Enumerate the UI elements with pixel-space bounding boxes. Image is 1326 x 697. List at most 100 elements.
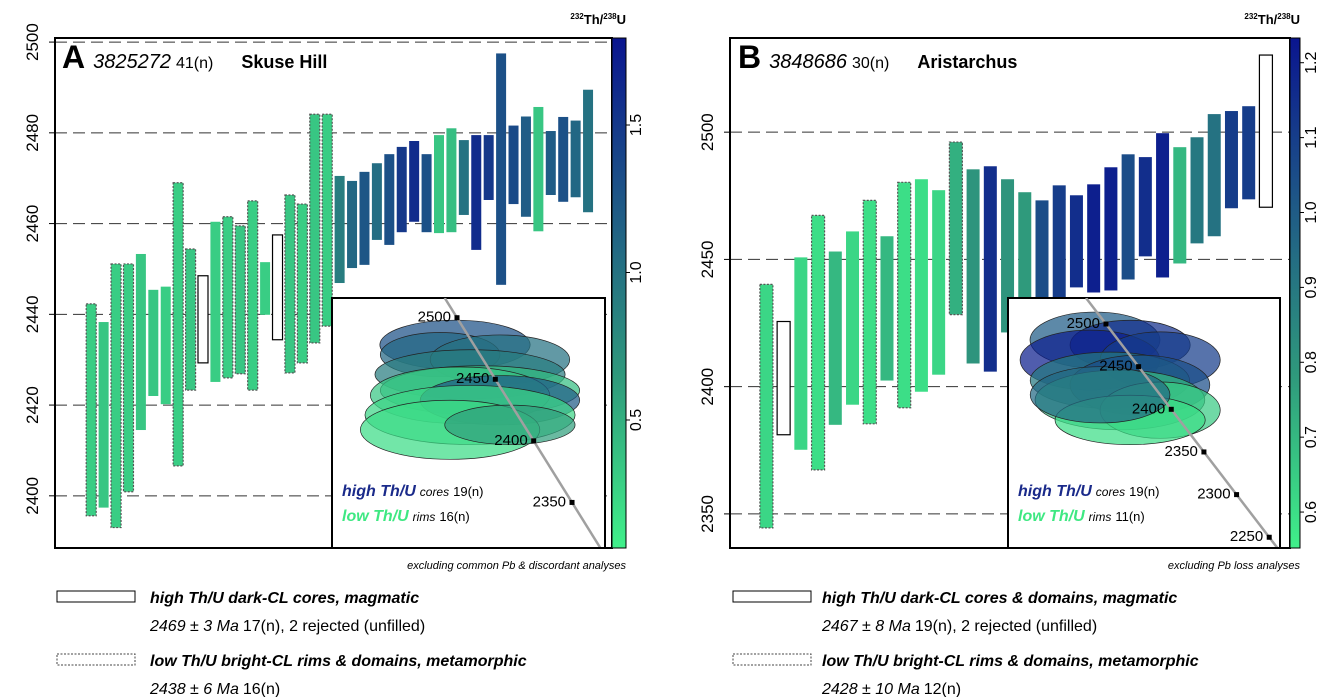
inset-legend-label: high Th/U <box>1018 483 1092 500</box>
age-bar <box>122 263 135 493</box>
age-bar <box>184 248 197 391</box>
inset-legend-label: high Th/U <box>342 483 416 500</box>
age-bar <box>496 53 507 285</box>
colorbar <box>611 37 627 549</box>
age-bar <box>1173 147 1187 264</box>
inset-legend-detail: rims <box>1089 510 1112 524</box>
concordia-tick-label: 2450 <box>456 370 489 387</box>
concordia-tick <box>1201 449 1207 455</box>
panel-letter: A <box>62 39 85 75</box>
inset-plot <box>1019 298 1279 548</box>
y-tick-label: 2350 <box>698 495 717 533</box>
age-bar <box>284 194 296 374</box>
inset-legend: low Th/U rims 11(n) <box>1018 508 1145 525</box>
sample-id: 3825272 <box>93 51 171 73</box>
age-bar <box>197 275 209 364</box>
y-tick-label: 2420 <box>23 386 42 424</box>
legend-detail: 19(n), 2 rejected (unfilled) <box>915 618 1097 635</box>
colorbar-label-mass: 232 <box>570 12 584 21</box>
age-bar <box>433 135 444 234</box>
y-tick-label: 2460 <box>23 205 42 243</box>
legend-swatch <box>732 590 812 603</box>
inset-legend: high Th/U cores 19(n) <box>342 483 483 500</box>
concordia-tick <box>1168 406 1174 412</box>
error-ellipse <box>444 404 576 445</box>
age-bar <box>1069 195 1083 288</box>
legend-stats: 2428 ± 10 Ma 12(n) <box>821 681 961 697</box>
age-bar <box>347 180 358 269</box>
age-bar <box>321 113 333 327</box>
age-bar <box>135 253 146 431</box>
colorbar-label-element: U <box>1291 12 1300 27</box>
age-bar <box>558 116 569 202</box>
colorbar-label-mass: 232 <box>1244 12 1258 21</box>
age-bar <box>483 135 494 200</box>
note: excluding Pb loss analyses <box>1168 560 1301 572</box>
legend-swatch <box>56 653 136 666</box>
y-tick-label: 2480 <box>23 114 42 152</box>
legend-stats: 2467 ± 8 Ma 19(n), 2 rejected (unfilled) <box>821 618 1097 635</box>
panel-letter: B <box>738 39 761 75</box>
age-bar <box>296 203 308 364</box>
y-tick-label: 2500 <box>698 113 717 151</box>
inset-legend-n: 19(n) <box>1129 484 1159 499</box>
legend-estimate: 2428 ± 10 Ma <box>821 681 920 697</box>
age-bar <box>271 234 284 341</box>
legend-estimate: 2469 ± 3 Ma <box>149 618 239 635</box>
age-bar <box>1156 133 1170 278</box>
inset-legend-detail: rims <box>413 510 436 524</box>
age-bar <box>966 169 980 364</box>
age-bar <box>334 175 345 284</box>
colorbar-label-element: Th/ <box>1258 12 1278 27</box>
age-bar <box>421 154 432 233</box>
age-bar <box>210 221 221 382</box>
colorbar-label-mass: 238 <box>603 12 617 21</box>
age-bar <box>1138 157 1152 257</box>
age-bar <box>983 166 997 372</box>
inset-legend-label: low Th/U <box>1018 508 1085 525</box>
age-bar <box>1224 111 1238 209</box>
error-ellipse <box>1029 366 1171 424</box>
colorbar-tick-label: 0.5 <box>628 409 645 431</box>
age-bar <box>396 146 407 233</box>
age-bar <box>810 214 826 471</box>
inset-legend: low Th/U rims 16(n) <box>342 508 470 525</box>
concordia-tick <box>454 315 460 321</box>
concordia-tick-label: 2350 <box>1165 443 1198 460</box>
colorbar-tick-label: 1.2 <box>1303 51 1320 73</box>
age-bar <box>1121 154 1135 280</box>
age-bar <box>897 181 912 409</box>
concordia-tick-label: 2400 <box>1132 400 1165 417</box>
inset-plot <box>360 298 602 548</box>
colorbar-tick-label: 1.1 <box>1303 126 1320 148</box>
sample-name: Skuse Hill <box>241 52 327 72</box>
legend-label: high Th/U dark-CL cores, magmatic <box>150 590 419 607</box>
age-bar <box>1207 114 1221 237</box>
age-bar <box>545 131 556 195</box>
age-bar <box>932 190 946 375</box>
legend-swatch <box>56 590 136 603</box>
colorbar-label: 232Th/238U <box>1244 12 1300 27</box>
age-bar <box>583 89 594 213</box>
colorbar <box>1289 37 1301 549</box>
y-tick-label: 2400 <box>23 477 42 515</box>
age-bar <box>828 251 842 425</box>
age-bar <box>359 171 370 265</box>
concordia-tick-label: 2500 <box>418 309 451 326</box>
age-bar <box>880 236 894 381</box>
legend-estimate: 2438 ± 6 Ma <box>149 681 239 697</box>
age-bar <box>98 322 109 508</box>
age-bar <box>471 135 482 250</box>
y-tick-label: 2440 <box>23 295 42 333</box>
sample-name: Aristarchus <box>917 52 1017 72</box>
concordia-tick-label: 2400 <box>494 432 527 449</box>
legend-stats: 2469 ± 3 Ma 17(n), 2 rejected (unfilled) <box>149 618 425 635</box>
inset-legend-detail: cores <box>420 485 449 499</box>
concordia-tick-label: 2350 <box>533 493 566 510</box>
concordia-tick <box>1266 534 1272 540</box>
age-bar <box>234 225 246 375</box>
age-bar <box>85 303 97 517</box>
age-bar <box>309 113 321 344</box>
concordia-tick-label: 2300 <box>1197 486 1230 503</box>
